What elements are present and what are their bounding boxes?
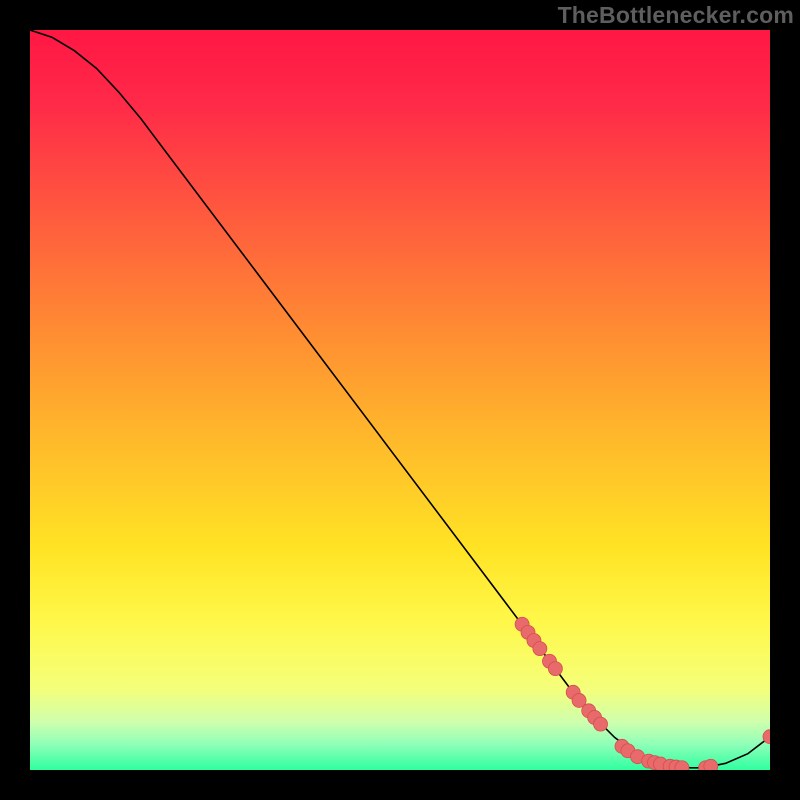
plot-area bbox=[30, 30, 770, 770]
watermark-text: TheBottlenecker.com bbox=[558, 2, 794, 29]
marker-dot bbox=[704, 759, 718, 770]
chart-svg bbox=[30, 30, 770, 770]
marker-dot bbox=[548, 662, 562, 676]
marker-dot bbox=[533, 642, 547, 656]
chart-stage: TheBottlenecker.com bbox=[0, 0, 800, 800]
marker-dot bbox=[594, 717, 608, 731]
heat-rect bbox=[30, 30, 770, 770]
